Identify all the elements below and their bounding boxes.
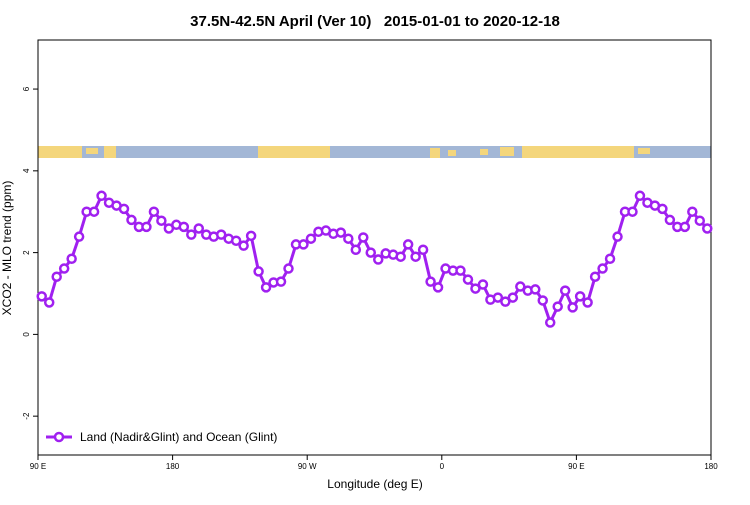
point xyxy=(148,206,160,217)
point xyxy=(425,276,436,287)
point xyxy=(627,206,638,217)
point xyxy=(492,292,504,303)
point xyxy=(193,223,205,234)
point xyxy=(118,203,130,215)
point xyxy=(283,263,294,274)
land xyxy=(430,148,440,158)
land xyxy=(448,150,456,156)
point xyxy=(612,231,623,242)
point xyxy=(126,214,137,226)
point xyxy=(687,206,698,217)
point xyxy=(574,291,586,302)
point xyxy=(477,279,489,290)
x-tick-label: 90 W xyxy=(298,462,317,471)
point xyxy=(537,295,548,306)
point xyxy=(455,265,466,276)
plot-frame xyxy=(37,39,712,456)
x-tick-label: 90 E xyxy=(568,462,584,471)
point xyxy=(215,229,227,240)
point xyxy=(470,283,481,294)
point xyxy=(343,233,354,244)
land xyxy=(480,149,488,155)
point xyxy=(245,230,257,242)
point xyxy=(500,296,511,307)
point xyxy=(335,227,347,238)
point xyxy=(582,297,593,308)
y-tick-label: 6 xyxy=(22,86,31,91)
land xyxy=(258,146,330,158)
point xyxy=(43,297,55,308)
point xyxy=(305,233,317,244)
point xyxy=(88,206,100,217)
point xyxy=(395,251,406,262)
point xyxy=(51,271,62,282)
legend-marker xyxy=(53,431,65,443)
point xyxy=(589,271,601,282)
point xyxy=(298,239,309,250)
point xyxy=(141,221,152,233)
point xyxy=(694,215,706,226)
x-tick-label: 0 xyxy=(440,462,445,471)
y-tick-label: 2 xyxy=(22,250,31,255)
point xyxy=(515,281,526,292)
point xyxy=(552,301,563,312)
point xyxy=(559,285,571,296)
point xyxy=(73,231,85,242)
point xyxy=(664,214,676,226)
land xyxy=(38,146,82,158)
legend-label: Land (Nadir&Glint) and Ocean (Glint) xyxy=(80,430,277,444)
point xyxy=(365,247,377,258)
land xyxy=(638,148,650,154)
x-axis-label: Longitude (deg E) xyxy=(327,477,422,491)
point xyxy=(260,282,272,293)
point xyxy=(253,266,264,277)
point xyxy=(634,190,646,202)
x-tick-label: 180 xyxy=(166,462,180,471)
point xyxy=(544,317,556,328)
point xyxy=(597,263,608,274)
point xyxy=(372,254,384,265)
land xyxy=(522,146,634,158)
y-tick-label: 0 xyxy=(22,332,31,337)
land xyxy=(86,148,98,154)
point xyxy=(657,203,668,215)
y-tick-label: -2 xyxy=(22,412,31,420)
point xyxy=(66,253,77,264)
point xyxy=(275,276,287,287)
point xyxy=(702,223,713,234)
y-tick-label: 4 xyxy=(22,168,31,173)
point xyxy=(679,221,691,233)
point xyxy=(410,251,421,262)
land xyxy=(500,147,514,156)
point xyxy=(350,244,362,255)
point xyxy=(567,302,578,313)
point xyxy=(230,235,242,247)
point xyxy=(402,239,414,250)
x-tick-label: 90 E xyxy=(30,462,46,471)
x-tick-label: 180 xyxy=(704,462,718,471)
y-axis-label: XCO2 - MLO trend (ppm) xyxy=(0,181,14,316)
point xyxy=(186,229,197,240)
chart-title: 37.5N-42.5N April (Ver 10) 2015-01-01 to… xyxy=(190,13,560,30)
point xyxy=(432,282,444,293)
point xyxy=(462,274,474,285)
point xyxy=(530,284,541,295)
point xyxy=(36,291,47,302)
land xyxy=(104,146,116,158)
point xyxy=(58,263,70,274)
map-strip xyxy=(38,146,711,158)
point xyxy=(417,244,429,255)
point xyxy=(507,292,519,303)
point xyxy=(96,190,107,202)
point xyxy=(156,215,167,226)
point xyxy=(178,221,190,233)
point xyxy=(238,240,249,251)
point xyxy=(604,253,616,264)
point xyxy=(358,232,369,243)
